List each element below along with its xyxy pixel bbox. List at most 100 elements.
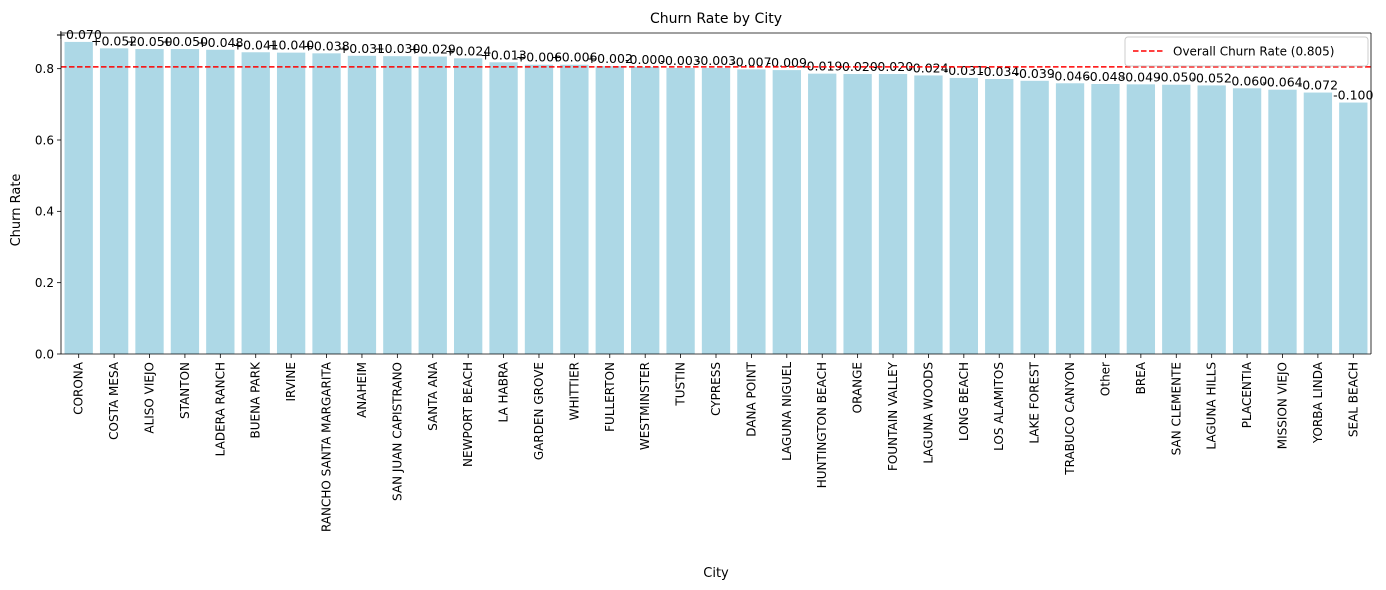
bar bbox=[1339, 102, 1368, 354]
bar-value-label: +0.048 bbox=[197, 35, 243, 50]
bar bbox=[949, 77, 978, 354]
x-tick-label: SANTA ANA bbox=[426, 361, 440, 431]
bar bbox=[772, 70, 801, 354]
x-tick-label: YORBA LINDA bbox=[1311, 361, 1325, 444]
x-tick-label: LAGUNA NIGUEL bbox=[780, 362, 794, 461]
bar bbox=[454, 58, 483, 354]
bar-value-label: +0.030 bbox=[374, 41, 420, 56]
bar-value-label: +0.029 bbox=[410, 42, 456, 57]
x-tick-label: LOS ALAMITOS bbox=[992, 362, 1006, 451]
bar-value-label: +0.070 bbox=[56, 27, 102, 42]
x-tick-label: HUNTINGTON BEACH bbox=[815, 362, 829, 488]
bar-value-label: -0.048 bbox=[1085, 69, 1125, 84]
x-tick-label: FOUNTAIN VALLEY bbox=[886, 361, 900, 471]
x-tick-label: SAN JUAN CAPISTRANO bbox=[390, 362, 404, 501]
x-tick-label: ORANGE bbox=[851, 362, 865, 413]
bar-value-label: -0.050 bbox=[1156, 70, 1196, 85]
bar bbox=[843, 74, 872, 355]
bar bbox=[206, 49, 235, 354]
bar bbox=[524, 64, 554, 355]
bar-value-label: +0.002 bbox=[587, 51, 633, 66]
chart-title: Churn Rate by City bbox=[650, 11, 782, 27]
bar-value-label: +0.038 bbox=[303, 38, 349, 53]
bar bbox=[1303, 92, 1333, 354]
bar-value-label: +0.041 bbox=[233, 37, 279, 52]
bar bbox=[135, 49, 164, 355]
bar bbox=[418, 56, 447, 354]
bar-value-label: -0.049 bbox=[1121, 69, 1161, 84]
y-tick-label: 0.4 bbox=[35, 205, 54, 219]
y-axis-label: Churn Rate bbox=[9, 174, 24, 247]
bar-value-label: +0.040 bbox=[268, 38, 314, 53]
bar bbox=[701, 67, 731, 354]
bar bbox=[1126, 84, 1156, 355]
x-tick-label: MISSION VIEJO bbox=[1275, 362, 1289, 449]
x-tick-label: LA HABRA bbox=[497, 361, 511, 422]
x-tick-label: RANCHO SANTA MARGARITA bbox=[320, 361, 334, 532]
bar bbox=[99, 48, 129, 355]
x-tick-label: CORONA bbox=[72, 361, 86, 415]
x-tick-label: NEWPORT BEACH bbox=[461, 362, 475, 467]
x-tick-label: Other bbox=[1098, 362, 1112, 396]
bar bbox=[1091, 84, 1120, 354]
y-tick-label: 0.2 bbox=[35, 276, 54, 290]
x-tick-label: LONG BEACH bbox=[957, 362, 971, 441]
bar bbox=[1162, 84, 1191, 354]
legend-box bbox=[1124, 36, 1369, 67]
bar-value-label: -0.003 bbox=[696, 53, 736, 68]
bar-value-label: -0.064 bbox=[1262, 75, 1302, 90]
x-tick-label: LAGUNA WOODS bbox=[921, 362, 935, 464]
y-tick-label: 0.0 bbox=[35, 347, 54, 361]
bar-value-label: -0.060 bbox=[1227, 73, 1267, 88]
y-tick-label: 0.8 bbox=[35, 62, 54, 76]
bar bbox=[985, 79, 1014, 354]
bar-value-label: +0.006 bbox=[516, 50, 562, 65]
bar bbox=[1055, 83, 1085, 354]
bar-value-label: -0.039 bbox=[1015, 66, 1055, 81]
bar bbox=[276, 52, 306, 355]
bar-value-label: -0.100 bbox=[1333, 88, 1373, 103]
bar bbox=[914, 75, 943, 354]
x-tick-label: SAN CLEMENTE bbox=[1169, 362, 1183, 455]
x-tick-label: PLACENTIA bbox=[1240, 361, 1254, 428]
x-tick-label: TUSTIN bbox=[674, 362, 688, 407]
bar bbox=[64, 41, 93, 355]
bar bbox=[631, 66, 660, 354]
bar-value-label: -0.052 bbox=[1192, 70, 1232, 85]
x-tick-label: LAGUNA HILLS bbox=[1205, 362, 1219, 450]
bar bbox=[170, 49, 200, 355]
x-tick-label: IRVINE bbox=[284, 362, 298, 402]
x-tick-label: WHITTIER bbox=[567, 362, 581, 420]
x-tick-label: ALISO VIEJO bbox=[143, 362, 157, 434]
bar-value-label: +0.050 bbox=[162, 34, 208, 49]
bar-value-label: +0.050 bbox=[126, 34, 172, 49]
bar bbox=[383, 56, 412, 355]
bar bbox=[1268, 89, 1297, 355]
bar-value-label: -0.031 bbox=[944, 63, 984, 78]
bar bbox=[560, 64, 589, 355]
x-tick-label: TRABUCO CANYON bbox=[1063, 362, 1077, 476]
bar-value-label: -0.009 bbox=[767, 55, 807, 70]
x-axis-label: City bbox=[703, 566, 729, 581]
bars-group bbox=[64, 41, 1368, 355]
bar bbox=[347, 55, 377, 354]
y-tick-label: 0.6 bbox=[35, 133, 54, 147]
bar bbox=[312, 53, 341, 354]
x-tick-label: LAKE FOREST bbox=[1028, 361, 1042, 443]
bar-value-label: -0.000 bbox=[625, 52, 665, 67]
legend-label: Overall Churn Rate (0.805) bbox=[1173, 45, 1334, 59]
bar-value-label: -0.046 bbox=[1050, 68, 1090, 83]
bar-value-label: -0.003 bbox=[660, 53, 700, 68]
bar-value-label: +0.052 bbox=[91, 33, 137, 48]
bar-value-label: -0.072 bbox=[1298, 78, 1338, 93]
bar bbox=[595, 66, 624, 355]
bar-value-label: -0.024 bbox=[908, 60, 948, 75]
bar-value-label: -0.007 bbox=[731, 54, 771, 69]
x-tick-label: LADERA RANCH bbox=[213, 362, 227, 456]
x-tick-label: COSTA MESA bbox=[107, 361, 121, 440]
bar-value-labels: +0.070+0.052+0.050+0.050+0.048+0.041+0.0… bbox=[56, 27, 1374, 103]
bar-value-label: +0.006 bbox=[551, 50, 597, 65]
bar bbox=[666, 67, 695, 354]
x-tick-label: WESTMINSTER bbox=[638, 362, 652, 450]
